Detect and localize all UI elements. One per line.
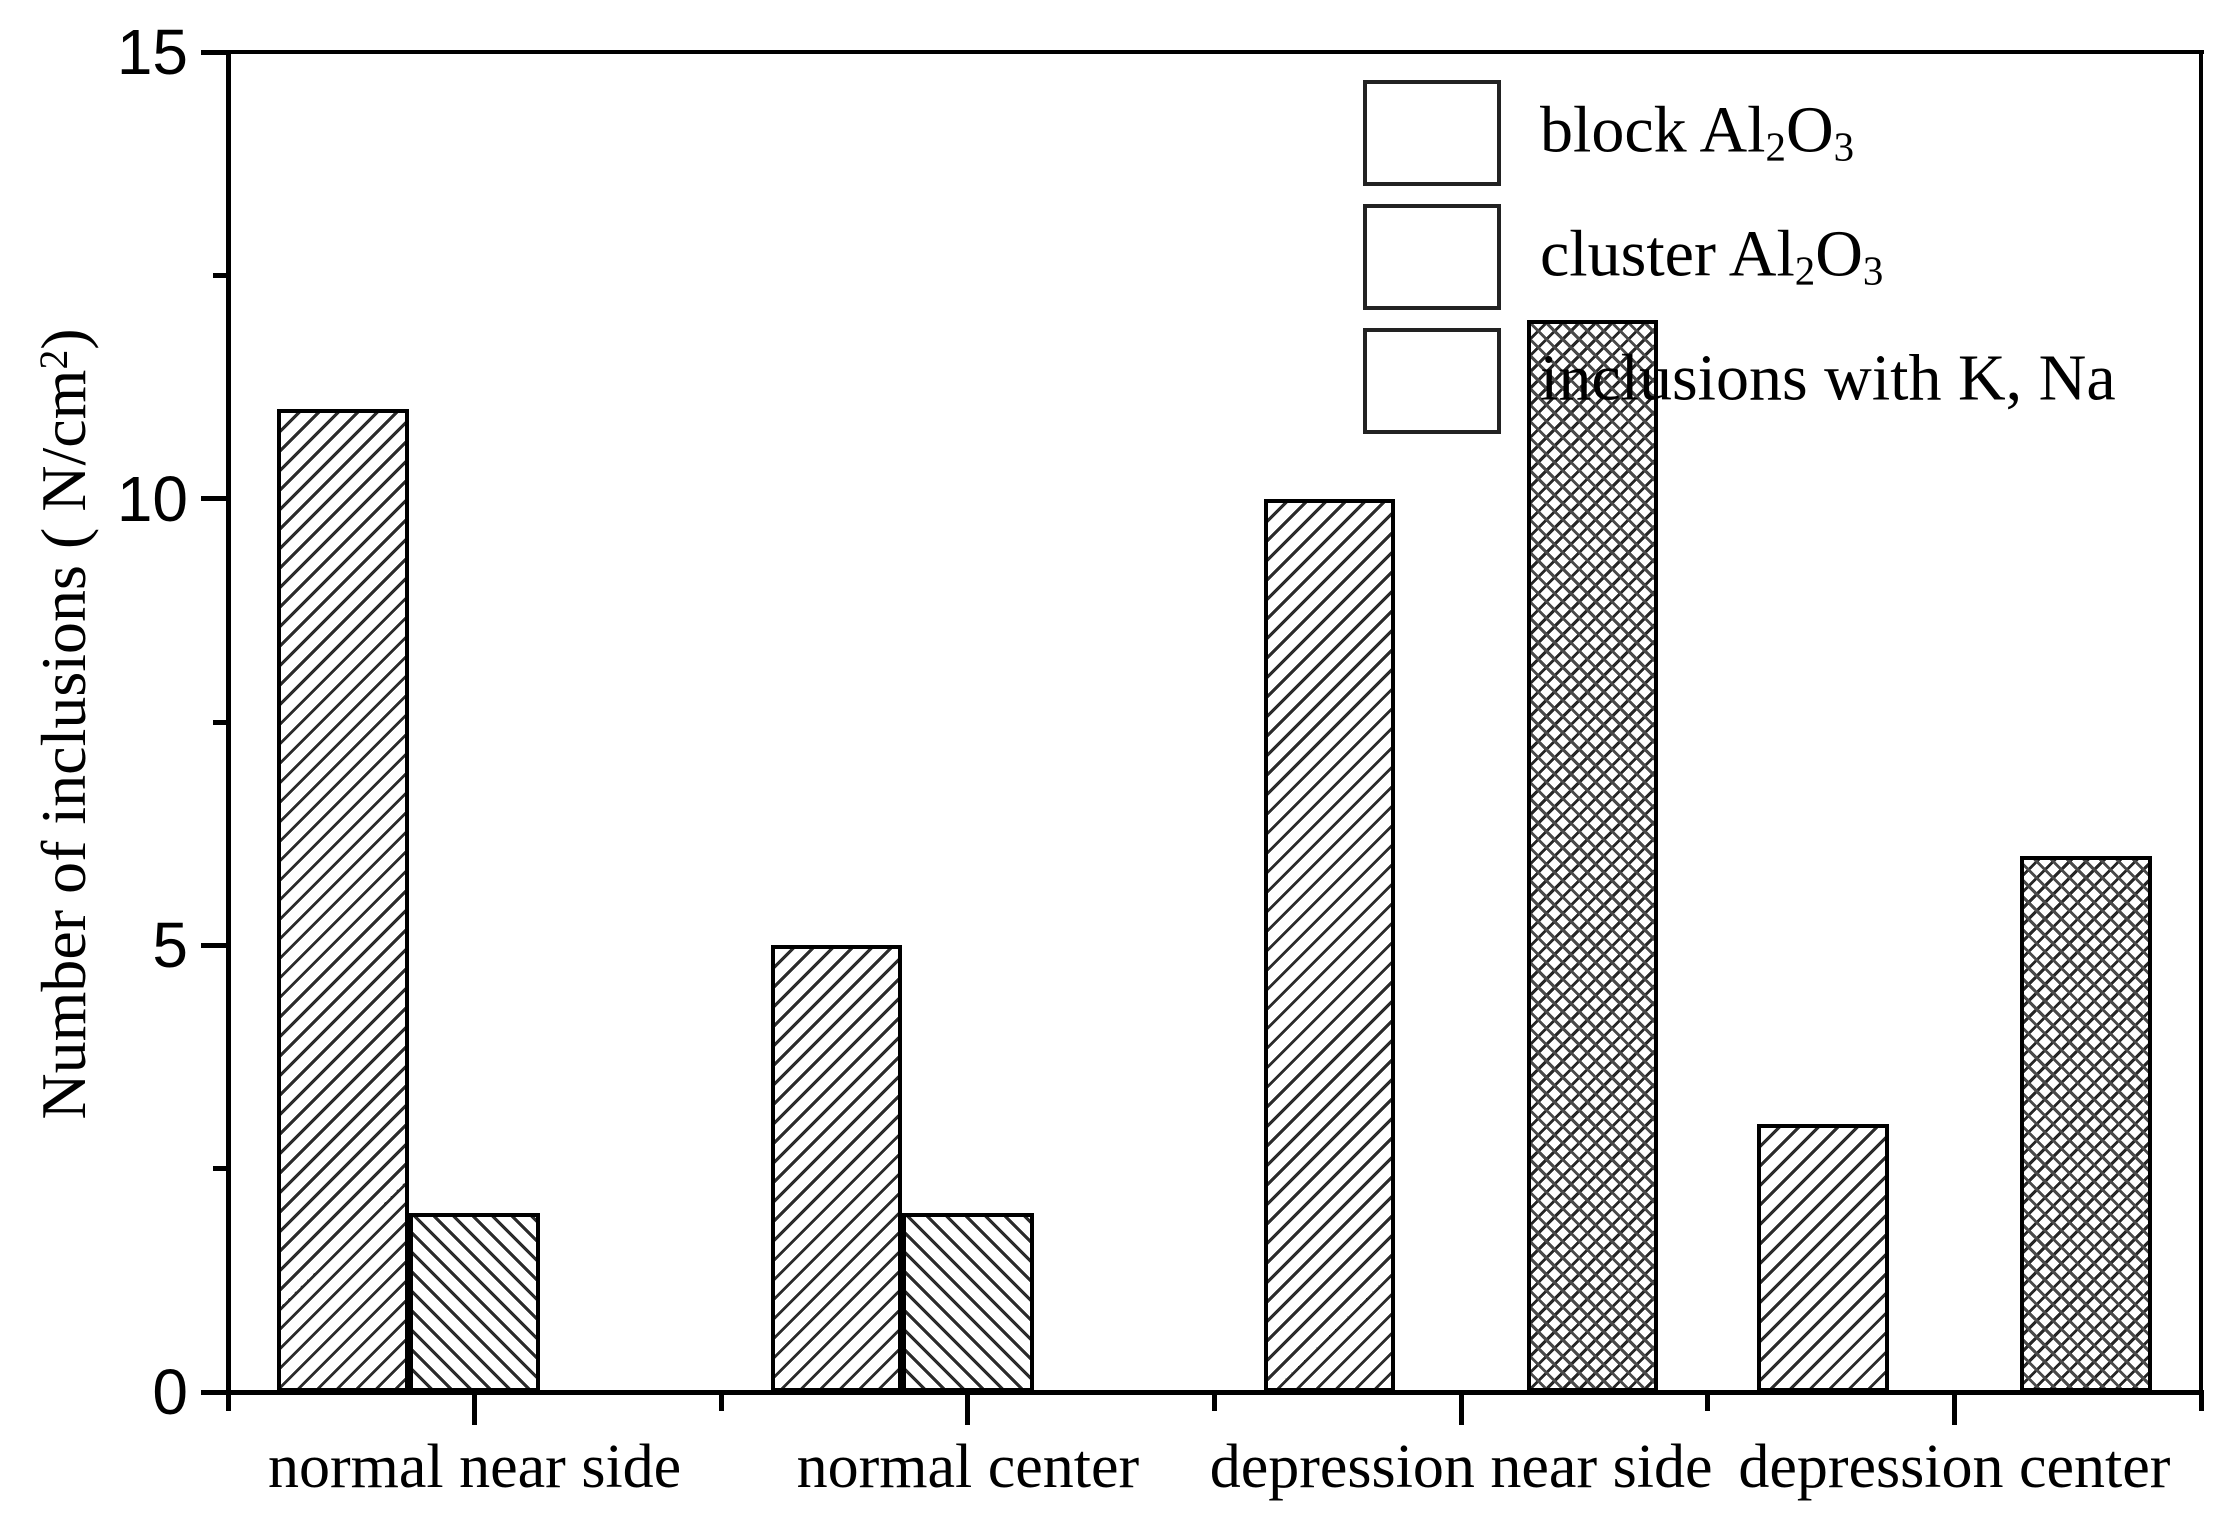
x-axis-minor-tick: [718, 1395, 724, 1411]
plot-area: [201, 49, 2204, 1425]
frame-top-line: [226, 50, 2204, 54]
frame-right-line: [2199, 50, 2203, 1395]
y-axis-tick-label: 15: [116, 16, 188, 88]
x-axis-major-tick: [965, 1395, 971, 1425]
y-axis-title: Number of inclusions ( N/cm2): [28, 328, 99, 1120]
subscript: 2: [1765, 124, 1786, 170]
legend-label: inclusions with K, Na: [1540, 341, 2116, 415]
x-axis-minor-tick: [1212, 1395, 1217, 1411]
subscript: 3: [1833, 124, 1855, 170]
category-label: normal near side: [268, 1433, 682, 1501]
legend-swatch-cross: [1363, 328, 1501, 434]
subscript: 2: [1794, 248, 1816, 294]
legend-label: block Al2O3: [1540, 93, 1855, 170]
legend-swatch-diag-up: [1363, 80, 1501, 186]
bar-cross-4: [2020, 856, 2152, 1392]
category-label: normal center: [796, 1433, 1140, 1501]
x-axis-major-tick: [1458, 1395, 1464, 1425]
y-axis-tick-label: 10: [116, 462, 188, 535]
bar-cross-3: [1526, 320, 1659, 1392]
x-axis-major-tick: [1951, 1395, 1957, 1425]
legend-entry: inclusions with K, Na: [1363, 328, 2203, 434]
y-axis-line: [226, 50, 231, 1395]
legend-entry: cluster Al2O3: [1363, 204, 2203, 310]
y-axis-major-tick: [201, 1389, 226, 1395]
y-axis-minor-tick: [213, 272, 226, 278]
y-axis-minor-tick: [213, 1166, 226, 1172]
bar-diag-up-2: [770, 945, 903, 1392]
y-axis-major-tick: [201, 49, 226, 55]
y-axis-minor-tick: [213, 719, 226, 725]
bar-diag-down-2: [902, 1213, 1034, 1392]
legend-label: cluster Al2O3: [1540, 217, 1884, 294]
y-axis-tick-label: 0: [152, 1356, 188, 1428]
legend-swatch-diag-down: [1363, 204, 1501, 310]
x-axis-major-tick: [472, 1395, 478, 1425]
bar-diag-up-1: [277, 409, 409, 1392]
x-axis-minor-tick: [2198, 1395, 2204, 1411]
y-axis-tick-label: 5: [152, 909, 188, 982]
subscript: 3: [1862, 248, 1884, 294]
x-axis-line: [226, 1390, 2204, 1395]
y-axis-major-tick: [201, 942, 226, 948]
bar-diag-down-1: [408, 1213, 541, 1392]
category-label: depression near side: [1209, 1433, 1713, 1501]
y-axis-major-tick: [201, 496, 226, 502]
legend-entry: block Al2O3: [1363, 80, 2203, 186]
x-axis-minor-tick: [225, 1395, 231, 1411]
x-axis-minor-tick: [1705, 1395, 1711, 1411]
superscript: 2: [32, 349, 77, 370]
bar-diag-up-3: [1263, 498, 1396, 1392]
category-label: depression center: [1738, 1433, 2171, 1501]
bar-diag-up-4: [1757, 1124, 1889, 1392]
